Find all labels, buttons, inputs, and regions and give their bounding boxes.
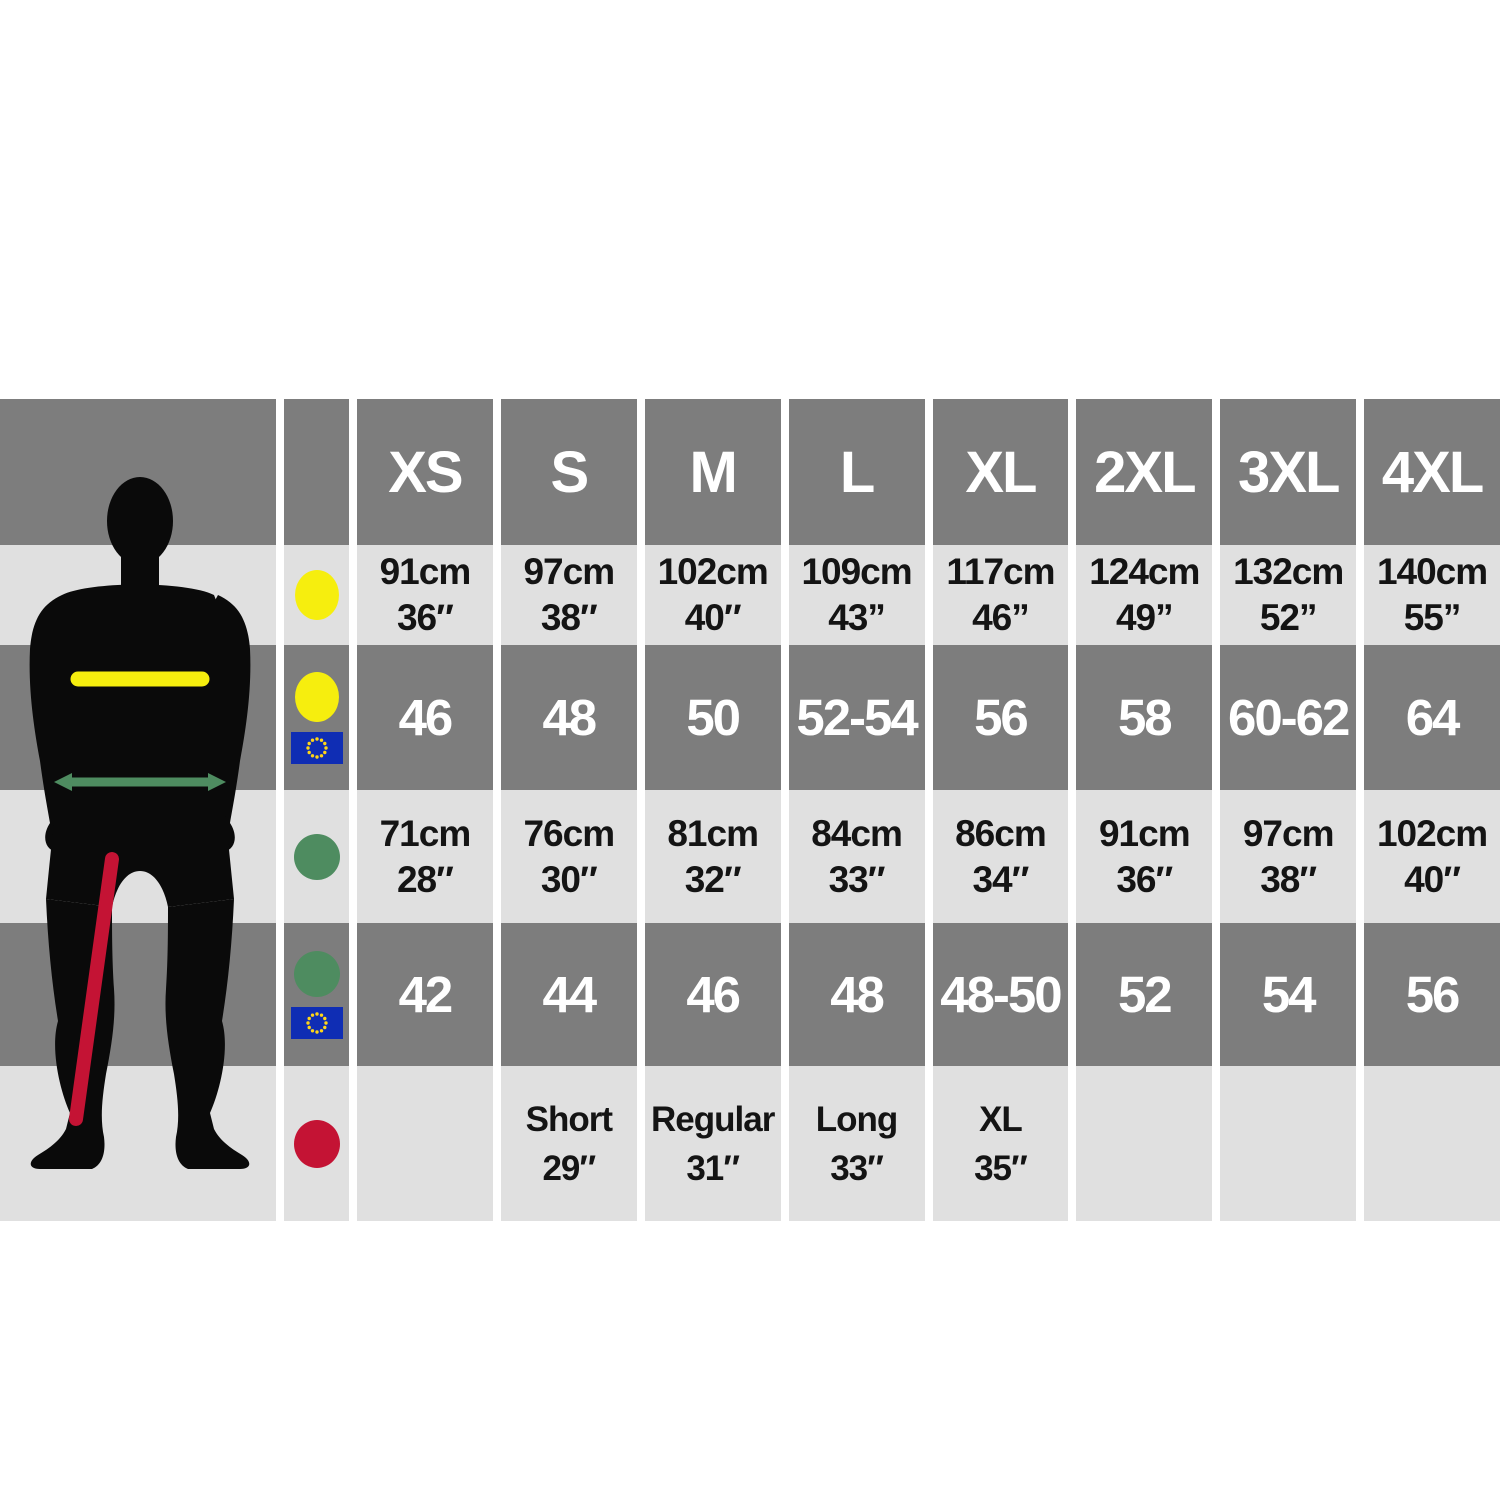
silhouette-right-leg xyxy=(165,899,250,1169)
chest-eu-cell-4xl: 64 xyxy=(1364,645,1500,790)
size-header-xs: XS xyxy=(357,399,493,545)
waist-eu-cell-s: 44 xyxy=(500,923,637,1066)
waist-eu-cell-m: 46 xyxy=(644,923,781,1066)
waist-eu-cell-3xl: 54 xyxy=(1220,923,1357,1066)
size-chart-table: XS S M L XL 2XL 3XL 4XL 91cm 36″ 97cm 38″ … xyxy=(0,399,1500,1221)
inside-leg-measure-line xyxy=(69,852,119,1126)
leg-cell-m: Regular 31″ xyxy=(644,1066,781,1221)
size-header-2xl: 2XL xyxy=(1076,399,1213,545)
chest-cell-s: 97cm 38″ xyxy=(500,545,637,645)
inside-leg-legend-cell xyxy=(284,1066,349,1221)
waist-cell-l: 84cm 33″ xyxy=(788,790,925,923)
eu-flag-icon xyxy=(290,731,343,764)
chest-cell-xs: 91cm 36″ xyxy=(357,545,493,645)
male-silhouette-figure xyxy=(29,477,251,1169)
size-header-m: M xyxy=(644,399,781,545)
leg-cell-s: Short 29″ xyxy=(500,1066,637,1221)
waist-cell-xs: 71cm 28″ xyxy=(357,790,493,923)
waist-cell-3xl: 97cm 38″ xyxy=(1220,790,1357,923)
chest-eu-cell-2xl: 58 xyxy=(1076,645,1213,790)
waist-marker-dot-icon xyxy=(293,950,340,997)
inside-leg-marker-dot-icon xyxy=(293,1119,340,1168)
chest-eu-legend-cell xyxy=(284,645,349,790)
waist-cell-4xl: 102cm 40″ xyxy=(1364,790,1500,923)
chest-eu-cell-s: 48 xyxy=(500,645,637,790)
chest-eu-cell-3xl: 60-62 xyxy=(1220,645,1357,790)
waist-cell-xl: 86cm 34″ xyxy=(932,790,1069,923)
leg-cell-l: Long 33″ xyxy=(788,1066,925,1221)
chest-eu-cell-xl: 56 xyxy=(932,645,1069,790)
waist-measure-line xyxy=(54,773,226,791)
chest-marker-dot-icon xyxy=(294,570,339,620)
silhouette-shorts xyxy=(46,785,234,907)
chest-marker-dot-icon xyxy=(294,671,339,722)
leg-cell-xs xyxy=(357,1066,493,1221)
body-silhouette-panel xyxy=(0,399,276,1221)
size-header-3xl: 3XL xyxy=(1220,399,1357,545)
size-header-l: L xyxy=(788,399,925,545)
waist-cell-m: 81cm 32″ xyxy=(644,790,781,923)
waist-eu-cell-2xl: 52 xyxy=(1076,923,1213,1066)
waist-eu-cell-l: 48 xyxy=(788,923,925,1066)
chest-cell-m: 102cm 40″ xyxy=(644,545,781,645)
waist-marker-dot-icon xyxy=(293,833,340,880)
size-header-s: S xyxy=(500,399,637,545)
silhouette-head xyxy=(107,477,173,565)
chest-cell-l: 109cm 43” xyxy=(788,545,925,645)
legend-header-cell xyxy=(284,399,349,545)
size-header-xl: XL xyxy=(932,399,1069,545)
chest-cell-2xl: 124cm 49” xyxy=(1076,545,1213,645)
waist-eu-cell-xs: 42 xyxy=(357,923,493,1066)
waist-eu-legend-cell xyxy=(284,923,349,1066)
leg-cell-4xl xyxy=(1364,1066,1500,1221)
leg-cell-3xl xyxy=(1220,1066,1357,1221)
chest-eu-cell-l: 52-54 xyxy=(788,645,925,790)
leg-cell-2xl xyxy=(1076,1066,1213,1221)
waist-eu-cell-xl: 48-50 xyxy=(932,923,1069,1066)
chest-cell-4xl: 140cm 55” xyxy=(1364,545,1500,645)
waist-eu-cell-4xl: 56 xyxy=(1364,923,1500,1066)
chest-cell-3xl: 132cm 52” xyxy=(1220,545,1357,645)
size-header-4xl: 4XL xyxy=(1364,399,1500,545)
chest-legend-cell xyxy=(284,545,349,645)
chest-eu-cell-xs: 46 xyxy=(357,645,493,790)
leg-cell-xl: XL 35″ xyxy=(932,1066,1069,1221)
waist-cell-2xl: 91cm 36″ xyxy=(1076,790,1213,923)
waist-legend-cell xyxy=(284,790,349,923)
waist-cell-s: 76cm 30″ xyxy=(500,790,637,923)
chest-cell-xl: 117cm 46” xyxy=(932,545,1069,645)
eu-flag-icon xyxy=(290,1006,343,1039)
chest-eu-cell-m: 50 xyxy=(644,645,781,790)
